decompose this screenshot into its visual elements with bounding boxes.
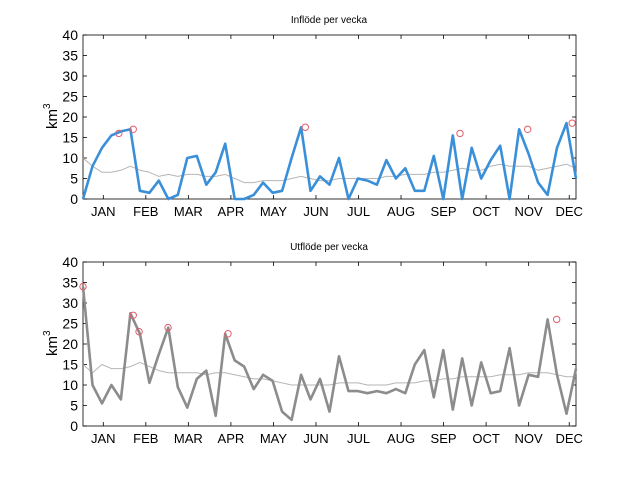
inflow-y-tick-label: 15 [62, 130, 78, 146]
outflow-axes-box [82, 261, 577, 427]
outflow-y-axis-unit: km [44, 336, 61, 356]
outflow-average-series-line [82, 361, 576, 386]
inflow-peak-marker [456, 129, 464, 138]
inflow-month-label: NOV [515, 204, 544, 219]
outflow-chart-title: Utflöde per vecka [290, 242, 368, 253]
inflow-peak-marker [301, 123, 310, 131]
outflow-peak-marker [135, 328, 143, 336]
inflow-y-tick-label: 30 [62, 68, 78, 84]
outflow-month-label: AUG [387, 431, 415, 446]
outflow-month-label: JUN [303, 431, 328, 446]
inflow-y-tick-label: 10 [62, 150, 78, 166]
outflow-y-tick-label: 10 [62, 377, 78, 393]
inflow-month-label: SEP [431, 204, 457, 219]
inflow-y-tick-label: 40 [62, 27, 78, 43]
outflow-y-tick-label: 25 [62, 316, 78, 332]
outflow-y-tick-label: 30 [62, 295, 78, 311]
outflow-peak-marker [552, 315, 561, 324]
inflow-y-tick-label: 20 [62, 109, 78, 125]
inflow-peak-marker [129, 125, 137, 134]
outflow-y-tick-label: 20 [62, 336, 78, 352]
inflow-peak-marker [568, 119, 576, 127]
outflow-peak-marker [164, 323, 172, 332]
outflow-y-tick-label: 35 [62, 275, 78, 291]
outflow-y-tick-label: 5 [70, 398, 78, 414]
outflow-month-label: MAY [260, 431, 288, 446]
outflow-peak-marker [129, 311, 137, 319]
inflow-month-label: MAY [260, 204, 288, 219]
inflow-peak-marker [115, 129, 123, 138]
inflow-month-label: AUG [387, 204, 415, 219]
outflow-month-label: DEC [556, 431, 583, 446]
inflow-month-label: JUN [303, 204, 328, 219]
outflow-month-label: JAN [91, 431, 116, 446]
outflow-y-axis-label: km3 [42, 330, 61, 356]
outflow-peak-marker [224, 330, 232, 338]
inflow-average-series-line [82, 157, 577, 184]
inflow-y-axis-label: km3 [42, 103, 61, 129]
outflow-month-label: MAR [174, 431, 203, 446]
inflow-month-label: JUL [347, 204, 370, 219]
outflow-chart: Utflöde per vecka 0 5 10 15 20 25 30 35 40 JAN FEB… [42, 242, 583, 446]
outflow-peak-marker [79, 282, 87, 291]
outflow-y-tick-label: 15 [62, 357, 78, 373]
outflow-month-label: OCT [472, 431, 500, 446]
outflow-y-tick-label: 40 [62, 254, 78, 270]
outflow-month-label: JUL [347, 431, 370, 446]
outflow-y-axis-unit-sup: 3 [42, 330, 53, 336]
inflow-month-label: JAN [91, 204, 116, 219]
inflow-peak-marker [523, 125, 532, 134]
outflow-month-label: NOV [515, 431, 544, 446]
inflow-month-label: FEB [133, 204, 158, 219]
inflow-month-label: OCT [472, 204, 500, 219]
inflow-y-axis-unit-sup: 3 [42, 103, 53, 109]
inflow-month-label: APR [218, 204, 245, 219]
outflow-month-label: SEP [431, 431, 457, 446]
outflow-weekly-series-line [81, 286, 578, 422]
inflow-month-label: DEC [556, 204, 583, 219]
inflow-y-axis-unit: km [44, 109, 61, 129]
inflow-month-label: MAR [174, 204, 203, 219]
inflow-y-tick-label: 0 [70, 191, 78, 207]
inflow-chart: Inflöde per vecka 0 5 10 15 20 25 30 35 40 JAN FEB… [42, 15, 583, 219]
outflow-month-label: APR [218, 431, 245, 446]
outflow-month-label: FEB [133, 431, 158, 446]
inflow-weekly-series-line [81, 121, 578, 201]
inflow-axes-box [82, 34, 577, 200]
inflow-y-tick-label: 5 [70, 171, 78, 187]
outflow-y-tick-label: 0 [70, 418, 78, 434]
inflow-chart-title: Inflöde per vecka [291, 15, 368, 26]
inflow-y-tick-label: 35 [62, 48, 78, 64]
inflow-y-tick-label: 25 [62, 89, 78, 105]
